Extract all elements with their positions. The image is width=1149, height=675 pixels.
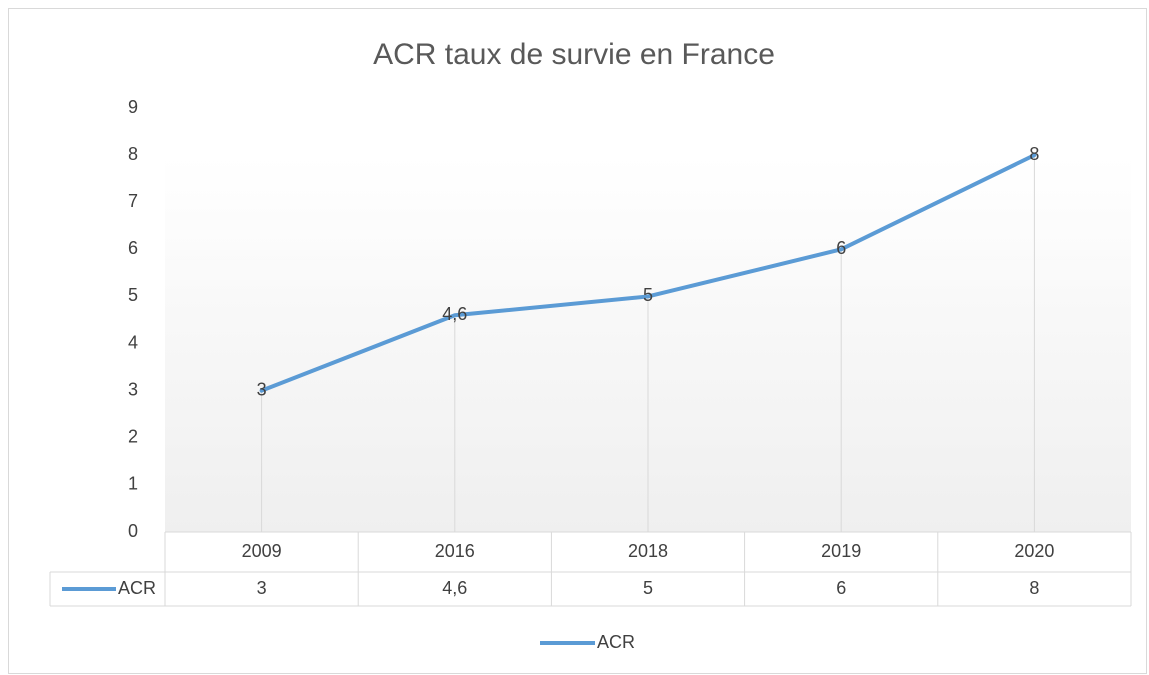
y-tick-label: 2 <box>128 427 138 447</box>
y-tick-label: 1 <box>128 474 138 494</box>
x-tick-label: 2009 <box>242 541 282 561</box>
table-value: 3 <box>257 578 267 598</box>
y-tick-label: 3 <box>128 379 138 399</box>
y-tick-label: 7 <box>128 191 138 211</box>
y-tick-label: 0 <box>128 521 138 541</box>
data-label: 5 <box>643 285 653 305</box>
data-label: 3 <box>257 379 267 399</box>
x-tick-label: 2018 <box>628 541 668 561</box>
x-tick-label: 2019 <box>821 541 861 561</box>
y-tick-label: 4 <box>128 332 138 352</box>
series-line <box>259 153 1037 393</box>
table-series-name: ACR <box>118 578 156 598</box>
table-value: 6 <box>836 578 846 598</box>
x-tick-label: 2016 <box>435 541 475 561</box>
data-label: 6 <box>836 238 846 258</box>
table-value: 4,6 <box>442 578 467 598</box>
chart-title: ACR taux de survie en France <box>373 38 775 71</box>
y-tick-label: 9 <box>128 97 138 117</box>
table-value: 5 <box>643 578 653 598</box>
y-tick-label: 5 <box>128 285 138 305</box>
y-tick-label: 6 <box>128 238 138 258</box>
data-label: 8 <box>1029 144 1039 164</box>
legend-label: ACR <box>597 632 635 652</box>
data-label: 4,6 <box>442 304 467 324</box>
y-tick-label: 8 <box>128 144 138 164</box>
table-value: 8 <box>1029 578 1039 598</box>
x-tick-label: 2020 <box>1014 541 1054 561</box>
